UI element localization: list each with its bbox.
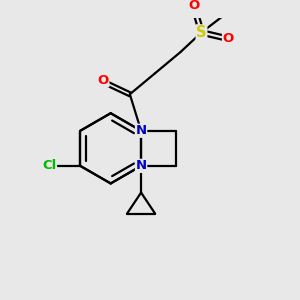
Text: Cl: Cl <box>42 159 56 172</box>
Text: O: O <box>98 74 109 87</box>
Text: N: N <box>136 159 147 172</box>
Text: S: S <box>196 25 207 40</box>
Text: O: O <box>223 32 234 45</box>
Text: O: O <box>189 0 200 12</box>
Text: N: N <box>136 124 147 137</box>
